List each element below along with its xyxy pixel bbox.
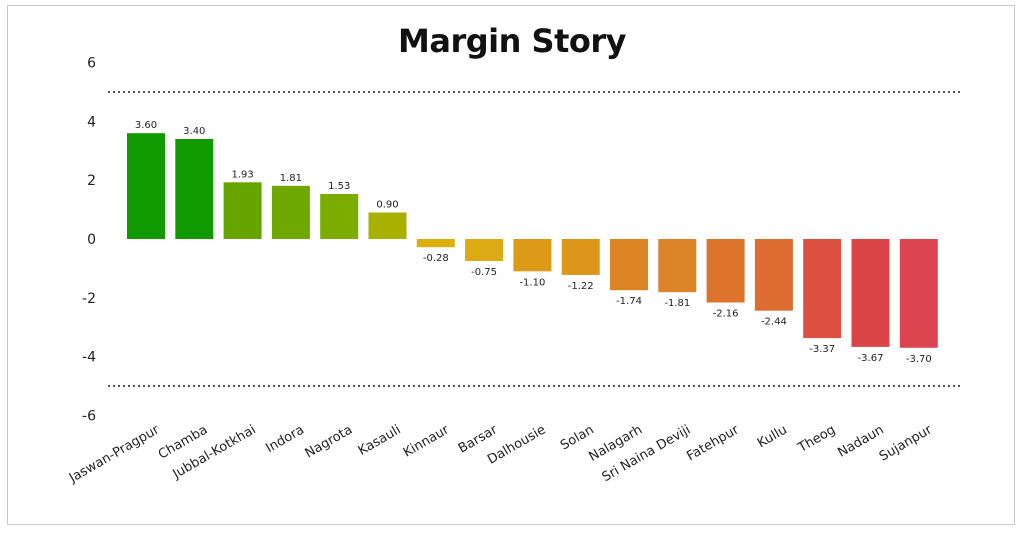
- x-tick-label: Indora: [263, 422, 307, 456]
- bar-indora: [271, 185, 310, 239]
- data-label: -1.81: [664, 298, 690, 309]
- data-label: -0.28: [423, 253, 449, 264]
- data-labels: 3.60 3.40 1.93 1.81 1.53 0.90 -0.28 -0.75 -1.10 -…: [135, 120, 932, 365]
- data-label: 1.53: [328, 181, 350, 192]
- x-tick-label: Jubbal-Kotkhai: [170, 422, 259, 482]
- data-label: 1.93: [231, 169, 253, 180]
- data-label: -2.16: [713, 309, 739, 320]
- data-label: -3.37: [809, 344, 835, 355]
- x-tick-label: Jaswan-Pragpur: [66, 422, 162, 486]
- bar-chamba: [175, 139, 214, 239]
- y-tick-label: 0: [87, 232, 96, 248]
- y-axis: 6 4 2 0 -2 -4 -6: [82, 56, 96, 425]
- bar-kasauli: [368, 212, 407, 239]
- bar-nagrota: [320, 194, 359, 239]
- x-tick-label: Kasauli: [356, 422, 404, 458]
- y-tick-label: -2: [82, 291, 96, 307]
- data-label: -0.75: [471, 267, 497, 278]
- data-label: 3.60: [135, 120, 157, 131]
- data-label: -3.70: [906, 354, 932, 365]
- reference-lines: [108, 91, 960, 387]
- data-label: 0.90: [376, 200, 398, 211]
- bar-nadaun: [851, 239, 890, 347]
- x-tick-label: Sri Naina Deviji: [600, 422, 694, 485]
- x-tick-label: Kinnaur: [401, 422, 453, 460]
- x-tick-label: Kullu: [755, 422, 790, 451]
- x-tick-label: Sujanpur: [877, 422, 935, 464]
- data-label: -1.74: [616, 296, 642, 307]
- data-label: -2.44: [761, 317, 787, 328]
- bar-fatehpur: [706, 239, 745, 303]
- data-label: -1.10: [519, 277, 545, 288]
- chart-title: Margin Story: [398, 22, 626, 60]
- y-tick-label: 2: [87, 173, 96, 189]
- bar-solan: [561, 239, 600, 275]
- bar-kullu: [754, 239, 793, 311]
- y-tick-label: -4: [82, 350, 96, 366]
- data-label: -1.22: [568, 281, 594, 292]
- bar-jaswan-pragpur: [127, 133, 165, 239]
- y-tick-label: 6: [87, 56, 96, 72]
- x-tick-label: Nagrota: [303, 422, 356, 461]
- bar-sri-naina-deviji: [658, 239, 697, 293]
- data-label: 1.81: [280, 173, 302, 184]
- bars: [127, 133, 938, 348]
- x-tick-label: Fatehpur: [684, 422, 742, 464]
- x-tick-label: Theog: [795, 422, 838, 456]
- bar-jubbal-kotkhai: [223, 182, 262, 239]
- bar-sujanpur: [899, 239, 938, 348]
- data-label: -3.67: [858, 353, 884, 364]
- y-tick-label: -6: [82, 408, 96, 424]
- bar-barsar: [465, 239, 504, 261]
- bar-dalhousie: [513, 239, 552, 272]
- bar-theog: [803, 239, 842, 339]
- y-tick-label: 4: [87, 114, 96, 130]
- bar-kinnaur: [416, 239, 455, 248]
- data-label: 3.40: [183, 126, 205, 137]
- bar-nalagarh: [610, 239, 648, 291]
